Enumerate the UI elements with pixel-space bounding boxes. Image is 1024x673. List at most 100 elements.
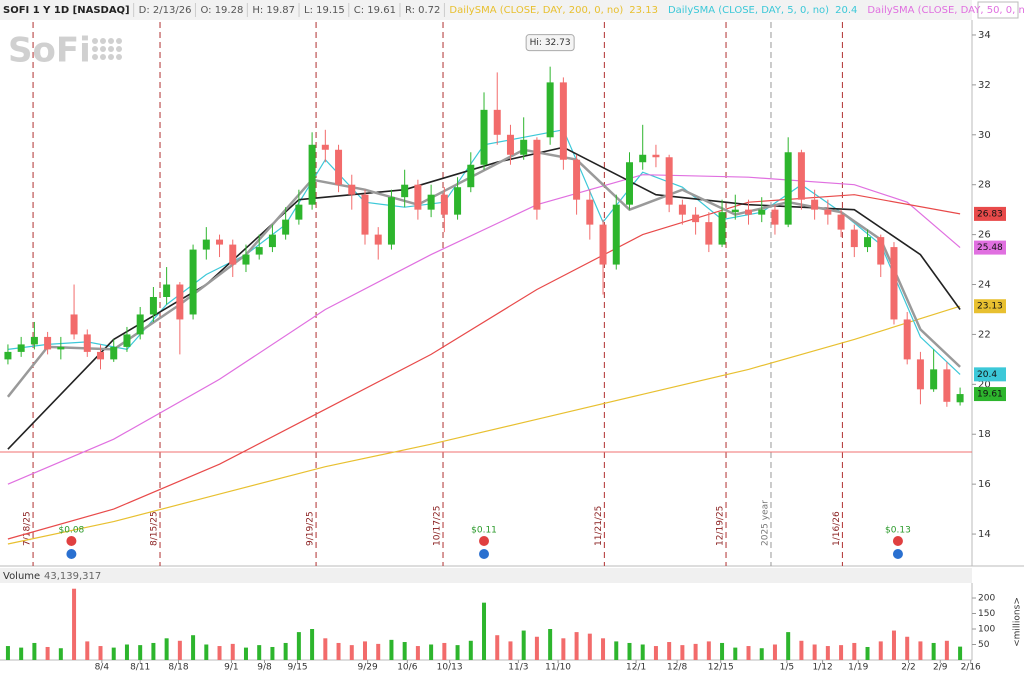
candle-body [930,369,938,390]
volume-bar [891,630,896,660]
candle-body [612,204,620,265]
x-tick-label: 1/19 [848,663,868,673]
candle-body [943,369,951,402]
candle-body [916,359,924,390]
y-tick-label: 32 [978,80,991,91]
candle-body [546,82,554,138]
y-tick-label: 150 [978,609,995,619]
candle-body [282,219,290,235]
earnings-label: $0.11 [471,526,497,536]
volume-bar [151,642,156,660]
volume-bar [336,642,341,660]
ma-line [7,305,961,545]
candle-body [176,284,184,320]
candle-body [163,284,171,297]
candle-body [97,351,105,360]
volume-bar [124,644,129,660]
event-label: 10/17/25 [433,506,443,546]
volume-bar [402,642,407,660]
event-label: 8/15/25 [150,511,160,546]
price-label-box [974,206,1006,221]
candle-body [573,159,581,200]
volume-bar [32,642,37,660]
volume-bar [495,635,500,660]
candle-body [229,244,237,265]
y-tick-label: 20 [978,379,991,390]
candle-body [189,249,197,315]
volume-bar [680,645,685,660]
price-label: 26.83 [977,209,1003,219]
y-axis-label: <millions> [1013,597,1023,647]
candle-body [824,209,832,215]
candle-body [506,134,514,155]
volume-bar [283,642,288,660]
candle-body [4,351,12,360]
legend-entry: DailySMA (CLOSE, DAY, 200, 0, no) [449,5,623,16]
candle-body [295,204,303,220]
candle-body [864,237,872,248]
x-tick-label: 10/13 [437,663,463,673]
quote-low: L: 19.15 [304,5,345,16]
volume-bar [574,632,579,660]
volume-bar [534,636,539,660]
symbol: SOFI 1 Y 1D [NASDAQ] [3,5,130,16]
y-tick-label: 30 [978,130,991,141]
y-tick-label: 200 [978,594,995,604]
volume-bar [706,641,711,660]
volume-bar [825,646,830,660]
legend-value: 23.13 [629,5,658,16]
volume-bar [415,646,420,660]
volume-bar [85,641,90,660]
menu-icon[interactable] [977,1,1019,19]
volume-bar [667,642,672,660]
volume-bar [58,648,63,660]
volume-bar [733,647,738,660]
volume-bar [455,645,460,660]
candle-body [665,157,673,205]
y-tick-label: 28 [978,180,991,191]
candle-body [692,214,700,223]
volume-bar [601,638,606,660]
volume-bar [138,645,143,660]
volume-bar [627,642,632,660]
event-label: 12/19/25 [716,506,726,546]
volume-bar [191,635,196,660]
y-tick-label: 16 [978,479,991,490]
candle-body [149,296,157,315]
candle-body [348,184,356,195]
earnings-label: $0.13 [885,526,911,536]
price-label: 19.61 [977,390,1003,400]
candle-body [308,144,316,205]
candle-body [110,346,118,360]
volume-bar [508,641,513,660]
volume-bar [944,640,949,660]
price-label-box [974,240,1006,255]
volume-bar [296,632,301,660]
volume-bar [878,641,883,660]
volume-bar [746,646,751,660]
candle-body [811,199,819,210]
event-label: 7/18/25 [23,511,33,546]
candle-body [678,204,686,215]
volume-bar [614,641,619,660]
volume-bar [349,645,354,660]
volume-bar [653,646,658,660]
candle-body [83,334,91,352]
volume-bar [362,641,367,660]
candle-body [625,162,633,205]
earnings-icon [479,549,490,559]
volume-bar [310,629,315,660]
volume-bar [389,639,394,660]
x-tick-label: 8/18 [168,663,188,673]
candle-body [599,224,607,265]
y-tick-label: 26 [978,230,991,241]
candle-body [533,139,541,210]
candle-body [401,184,409,198]
price-label-box [974,387,1006,402]
candle-body [242,254,250,265]
legend-value: 20.4 [835,5,857,16]
volume-bar [772,644,777,660]
candle-body [268,234,276,248]
price-label-box [974,367,1006,382]
earnings-icon [892,536,903,546]
